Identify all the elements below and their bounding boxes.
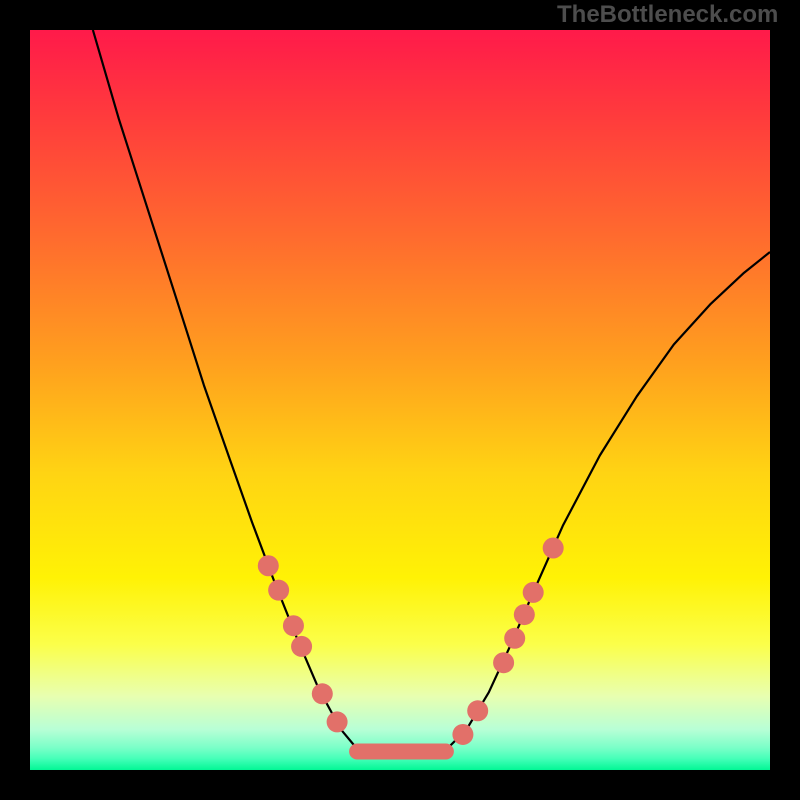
chart-container: TheBottleneck.com bbox=[0, 0, 800, 800]
data-marker bbox=[504, 628, 525, 649]
data-marker bbox=[327, 711, 348, 732]
data-marker bbox=[493, 652, 514, 673]
data-marker bbox=[452, 724, 473, 745]
bottleneck-chart bbox=[0, 0, 800, 800]
data-marker bbox=[258, 555, 279, 576]
data-marker bbox=[283, 615, 304, 636]
watermark-text: TheBottleneck.com bbox=[557, 1, 778, 29]
plot-background-gradient bbox=[30, 30, 770, 770]
data-marker bbox=[467, 700, 488, 721]
data-marker bbox=[268, 580, 289, 601]
data-marker bbox=[514, 604, 535, 625]
data-marker bbox=[523, 582, 544, 603]
data-marker bbox=[312, 683, 333, 704]
data-marker bbox=[543, 538, 564, 559]
data-marker bbox=[291, 636, 312, 657]
